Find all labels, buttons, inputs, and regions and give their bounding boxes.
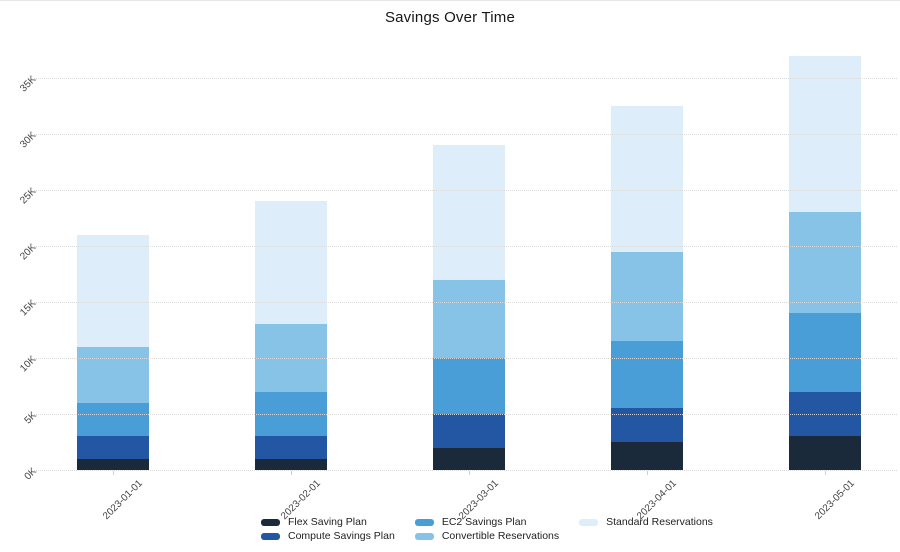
gridline-0K [34, 470, 897, 471]
legend-label: Convertible Reservations [441, 530, 560, 542]
bar-segment [255, 324, 327, 392]
bar-segment [611, 106, 683, 252]
legend-item[interactable]: Flex Saving Plan [261, 515, 395, 529]
bar-segment [255, 436, 327, 459]
legend-item[interactable]: Standard Reservations [579, 515, 713, 529]
legend-item[interactable]: Compute Savings Plan [261, 529, 395, 543]
bar-segment [255, 458, 327, 470]
legend-label: Flex Saving Plan [288, 516, 367, 528]
legend-label: EC2 Savings Plan [441, 516, 527, 528]
x-axis-tick-mark [291, 471, 292, 475]
legend-item[interactable]: EC2 Savings Plan [414, 515, 559, 529]
bar-segment [789, 313, 861, 392]
bar-segment [789, 391, 861, 437]
legend-swatch-icon [261, 518, 280, 526]
legend-swatch-icon [414, 518, 434, 526]
bar-segment [77, 436, 149, 459]
chart-title: Savings Over Time [384, 9, 516, 26]
bar-segment [611, 341, 683, 409]
gridline-30K [34, 134, 897, 135]
bar-segment [433, 279, 505, 358]
legend-swatch-icon [579, 518, 599, 526]
x-axis-tick-mark [825, 471, 826, 475]
x-axis-tick-mark [113, 471, 114, 475]
bar-segment [255, 201, 327, 325]
legend-label: Compute Savings Plan [288, 530, 395, 542]
bar-segment [77, 234, 149, 347]
gridline-15K [34, 302, 897, 303]
bar-segment [433, 358, 505, 414]
x-axis-tick-mark [469, 471, 470, 475]
legend-swatch-icon [414, 532, 434, 540]
x-axis-tick-mark [647, 471, 648, 475]
bar-segment [433, 414, 505, 448]
bar-segment [255, 391, 327, 437]
bar-segment [789, 212, 861, 314]
gridline-10K [34, 358, 897, 359]
bar-segment [433, 447, 505, 470]
bar-segment [789, 55, 861, 213]
window-top-border [0, 0, 900, 1]
gridline-5K [34, 414, 897, 415]
legend-label: Standard Reservations [606, 516, 713, 528]
gridline-35K [34, 78, 897, 79]
gridline-25K [34, 190, 897, 191]
x-axis-tick-label: 2023-05-01 [812, 478, 857, 522]
y-axis-tick-label: 5K [22, 410, 39, 427]
bar-segment [789, 436, 861, 470]
bar-segment [433, 145, 505, 280]
y-axis-tick-label: 0K [22, 466, 39, 483]
bar-segment [611, 408, 683, 442]
x-axis-tick-label: 2023-01-01 [100, 478, 145, 522]
bar-segment [611, 442, 683, 470]
chart-legend: Flex Saving Plan Compute Savings Plan EC2 … [261, 515, 713, 543]
bar-segment [77, 402, 149, 437]
gridline-20K [34, 246, 897, 247]
legend-swatch-icon [261, 532, 280, 540]
legend-item[interactable]: Convertible Reservations [414, 529, 560, 543]
bar-segment [611, 251, 683, 342]
bar-segment [77, 458, 149, 470]
bar-segment [77, 346, 149, 403]
